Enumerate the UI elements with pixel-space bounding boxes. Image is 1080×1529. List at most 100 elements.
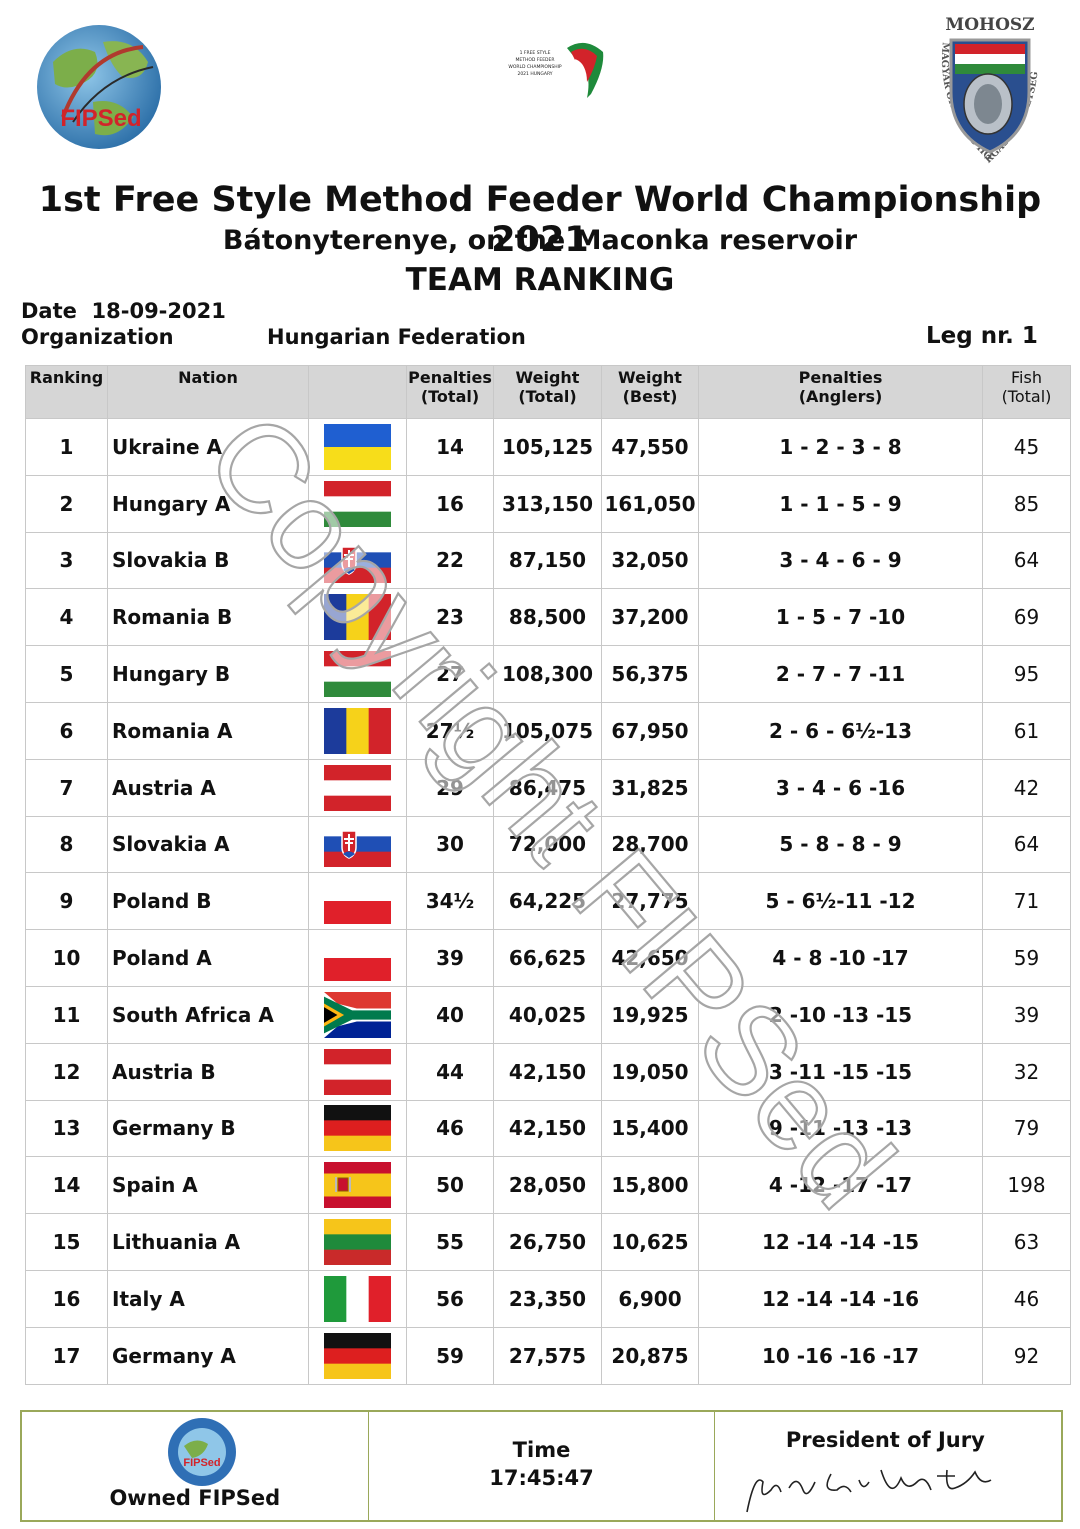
flag-cell [308,929,407,987]
nation-cell: Italy A [107,1269,309,1328]
header-line-2: (Total) [1001,387,1052,406]
rank-cell: 3 [25,531,108,590]
organization-label: Organization [21,325,174,349]
fish-total-cell: 59 [982,929,1071,987]
flag-cell [308,1099,407,1158]
weight-total-cell: 42,150 [493,1042,602,1101]
poland-flag-icon [324,935,391,982]
nation-cell: Spain A [107,1156,309,1215]
fish-total-cell: 95 [982,645,1071,703]
penalties-anglers-cell: 2 - 7 - 7 -11 [698,645,983,703]
austria-flag-icon [324,764,391,811]
date-value: 18-09-2021 [91,299,226,323]
penalties-total-cell: 46 [406,1099,494,1158]
penalties-total-cell: 39 [406,929,494,987]
fish-total-cell: 92 [982,1326,1071,1385]
weight-total-cell: 42,150 [493,1099,602,1158]
weight-best-cell: 15,800 [601,1156,699,1215]
penalties-total-cell: 59 [406,1326,494,1385]
weight-best-cell: 31,825 [601,758,699,817]
penalties-anglers-cell: 3 - 4 - 6 -16 [698,758,983,817]
col-penalties-total: Penalties (Total) [406,365,494,419]
nation-cell: Lithuania A [107,1213,309,1271]
weight-total-cell: 26,750 [493,1213,602,1271]
weight-best-cell: 19,925 [601,985,699,1044]
rank-cell: 13 [25,1099,108,1158]
rank-cell: 1 [25,418,108,476]
germany-flag-icon [324,1332,391,1379]
championship-logo: 1 FREE STYLE METHOD FEEDER WORLD CHAMPIO… [508,42,604,98]
fish-total-cell: 39 [982,985,1071,1044]
penalties-anglers-cell: 5 - 6½-11 -12 [698,872,983,931]
penalties-total-cell: 14 [406,418,494,476]
weight-best-cell: 67,950 [601,701,699,760]
penalties-anglers-cell: 3 -11 -15 -15 [698,1042,983,1101]
fipsed-stamp-icon: FIPSed [168,1418,236,1486]
rank-cell: 14 [25,1156,108,1215]
table-row: 8 Slovakia A 30 72,000 28,700 5 - 8 - 8 - 9 64 [25,815,1071,874]
weight-best-cell: 56,375 [601,645,699,703]
penalties-total-cell: 34½ [406,872,494,931]
flag-cell [308,1326,407,1385]
southafrica-flag-icon [324,991,391,1038]
table-row: 16 Italy A 56 23,350 6,900 12 -14 -14 -16 46 [25,1269,1071,1328]
flag-cell [308,531,407,590]
mohosz-logo: MOHOSZ MAGYAR ORSZÁGOS HORGÁSZ SZÖVETSÉG [939,15,1041,166]
header-line-1: Penalties [408,368,492,387]
flag-cell [308,474,407,533]
col-weight-total: Weight (Total) [493,365,602,419]
flag-cell [308,1213,407,1271]
weight-best-cell: 32,050 [601,531,699,590]
penalties-anglers-cell: 4 - 8 -10 -17 [698,929,983,987]
nation-cell: Slovakia A [107,815,309,874]
table-row: 12 Austria B 44 42,150 19,050 3 -11 -15 -15 32 [25,1042,1071,1101]
footer-jury-cell: President of Jury [715,1412,1061,1520]
weight-total-cell: 27,575 [493,1326,602,1385]
nation-cell: Slovakia B [107,531,309,590]
table-row: 11 South Africa A 40 40,025 19,925 2 -10 -13 … [25,985,1071,1044]
penalties-total-cell: 30 [406,815,494,874]
fish-total-cell: 42 [982,758,1071,817]
rank-cell: 15 [25,1213,108,1271]
flag-cell [308,815,407,874]
rank-cell: 5 [25,645,108,703]
penalties-total-cell: 40 [406,985,494,1044]
col-ranking: Ranking [25,365,108,419]
table-row: 15 Lithuania A 55 26,750 10,625 12 -14 -14 -1… [25,1213,1071,1271]
weight-total-cell: 88,500 [493,588,602,647]
col-flag [308,365,407,419]
leg-label: Leg nr. [926,323,1014,349]
date-label: Date [21,299,77,323]
penalties-anglers-cell: 2 -10 -13 -15 [698,985,983,1044]
lithuania-flag-icon [324,1219,391,1266]
svg-text:2021 HUNGARY: 2021 HUNGARY [517,71,552,77]
flag-cell [308,588,407,647]
header-line-2: (Best) [622,387,678,406]
table-row: 3 Slovakia B 22 87,150 32,050 3 - 4 - 6 - 9 64 [25,531,1071,590]
weight-total-cell: 108,300 [493,645,602,703]
organization-value: Hungarian Federation [267,325,526,349]
col-weight-best: Weight (Best) [601,365,699,419]
date-line: Date 18-09-2021 [21,299,226,323]
penalties-total-cell: 27 [406,645,494,703]
rank-cell: 9 [25,872,108,931]
weight-best-cell: 42,650 [601,929,699,987]
poland-flag-icon [324,878,391,925]
nation-cell: Hungary A [107,474,309,533]
italy-flag-icon [324,1275,391,1322]
weight-best-cell: 10,625 [601,1213,699,1271]
penalties-total-cell: 55 [406,1213,494,1271]
fish-total-cell: 32 [982,1042,1071,1101]
nation-cell: Poland B [107,872,309,931]
flag-cell [308,701,407,760]
rank-cell: 12 [25,1042,108,1101]
table-row: 13 Germany B 46 42,150 15,400 9 -11 -13 -13 79 [25,1099,1071,1158]
penalties-anglers-cell: 3 - 4 - 6 - 9 [698,531,983,590]
table-row: 17 Germany A 59 27,575 20,875 10 -16 -16 -17 9… [25,1326,1071,1385]
penalties-anglers-cell: 10 -16 -16 -17 [698,1326,983,1385]
weight-best-cell: 37,200 [601,588,699,647]
fish-total-cell: 69 [982,588,1071,647]
austria-flag-icon [324,1048,391,1095]
page-title: 1st Free Style Method Feeder World Champ… [38,180,1042,260]
slovakia-flag-icon [324,537,391,584]
